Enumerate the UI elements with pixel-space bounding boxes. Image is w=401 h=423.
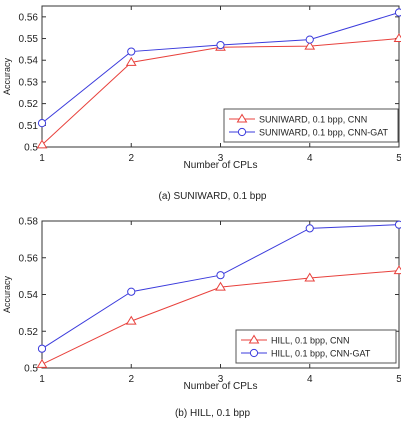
y-tick-label: 0.52	[19, 99, 39, 110]
y-axis-label: Accuracy	[2, 57, 12, 95]
chart-caption: (b) HILL, 0.1 bpp	[175, 408, 250, 419]
data-point-circle	[37, 119, 47, 128]
x-tick-label: 3	[218, 374, 224, 385]
y-tick-label: 0.55	[19, 34, 39, 45]
data-point-circle	[394, 220, 401, 229]
y-axis-label: Accuracy	[2, 275, 12, 313]
data-point-circle	[305, 35, 314, 44]
x-tick-label: 1	[39, 153, 45, 164]
data-point-circle	[127, 287, 136, 296]
legend-box	[235, 329, 397, 364]
x-axis-label: Number of CPLs	[184, 160, 258, 171]
y-tick-label: 0.56	[19, 12, 39, 23]
data-point-triangle	[36, 358, 48, 368]
x-axis-label: Number of CPLs	[184, 381, 258, 392]
chart-panel-hill: 0.5 0.52 0.54 0.56 0.58 1 2 3 4 5 Accuracy Number o…	[2, 217, 401, 419]
legend-marker-triangle	[236, 113, 248, 123]
y-tick-label: 0.5	[24, 143, 38, 154]
legend-label: SUNIWARD, 0.1 bpp, CNN-GAT	[259, 128, 389, 138]
x-tick-label: 2	[128, 153, 134, 164]
data-point-circle	[37, 344, 47, 353]
legend-label: HILL, 0.1 bpp, CNN	[271, 336, 350, 346]
y-tick-label: 0.56	[19, 253, 39, 264]
legend-marker-circle	[249, 348, 259, 358]
data-point-circle	[305, 224, 314, 233]
data-point-triangle	[304, 40, 316, 50]
data-point-triangle	[125, 56, 137, 66]
data-point-triangle	[393, 33, 401, 43]
y-tick-label: 0.54	[19, 56, 39, 67]
x-tick-label: 5	[396, 153, 401, 164]
legend-label: SUNIWARD, 0.1 bpp, CNN	[259, 115, 367, 125]
data-point-circle	[394, 8, 401, 17]
x-tick-label: 3	[218, 153, 224, 164]
series-line	[41, 12, 400, 124]
y-tick-label: 0.53	[19, 77, 39, 88]
data-point-circle	[216, 40, 225, 50]
legend-box	[223, 108, 399, 143]
y-tick-label: 0.58	[19, 217, 39, 228]
y-tick-label: 0.51	[19, 121, 39, 132]
data-point-circle	[216, 271, 225, 280]
x-tick-label: 4	[307, 153, 313, 164]
legend-label: HILL, 0.1 bpp, CNN-GAT	[271, 349, 371, 359]
chart-panel-suniward: 0.5 0.51 0.52 0.53 0.54 0.55 0.56 1 2 3 4 5 Accuracy…	[2, 5, 401, 202]
x-tick-label: 1	[39, 374, 45, 385]
data-point-triangle	[393, 265, 401, 275]
data-point-triangle	[215, 281, 226, 291]
data-point-circle	[127, 47, 136, 56]
legend-marker-circle	[237, 127, 247, 137]
data-point-triangle	[125, 315, 137, 325]
data-point-triangle	[304, 272, 316, 282]
y-tick-label: 0.52	[19, 327, 39, 338]
data-point-triangle	[36, 139, 48, 149]
x-tick-label: 4	[307, 374, 313, 385]
x-tick-label: 2	[128, 374, 134, 385]
chart-caption: (a) SUNIWARD, 0.1 bpp	[159, 191, 267, 202]
y-tick-label: 0.5	[24, 364, 38, 375]
y-tick-label: 0.54	[19, 290, 39, 301]
x-tick-label: 5	[396, 374, 401, 385]
legend-marker-triangle	[248, 334, 260, 344]
